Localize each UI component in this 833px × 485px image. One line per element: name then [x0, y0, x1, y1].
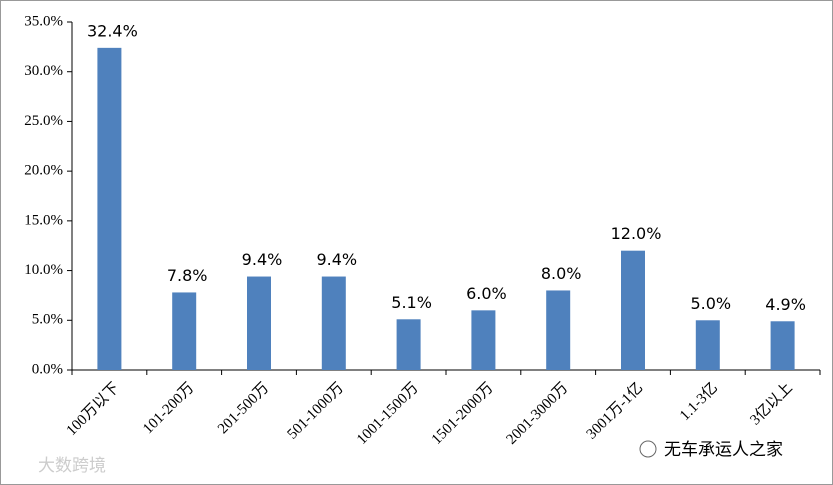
y-tick-label: 30.0%: [24, 63, 63, 79]
value-label: 8.0%: [541, 264, 582, 283]
wechat-icon: [639, 440, 657, 458]
value-label: 6.0%: [466, 284, 507, 303]
value-label: 12.0%: [611, 224, 662, 243]
bar: [97, 47, 122, 370]
y-tick-label: 35.0%: [24, 13, 63, 29]
y-tick-label: 25.0%: [24, 113, 63, 129]
value-label: 9.4%: [242, 250, 283, 269]
value-label: 5.1%: [391, 293, 432, 312]
y-tick-label: 15.0%: [24, 212, 63, 228]
bar: [546, 290, 571, 370]
value-label: 4.9%: [765, 295, 806, 314]
bar: [471, 310, 496, 370]
bar: [770, 321, 795, 370]
y-tick-label: 20.0%: [24, 163, 63, 179]
bar: [396, 319, 421, 370]
value-label: 9.4%: [316, 250, 357, 269]
y-tick-label: 5.0%: [32, 312, 63, 328]
y-tick-label: 0.0%: [32, 361, 63, 377]
value-label: 5.0%: [690, 294, 731, 313]
value-label: 7.8%: [167, 266, 208, 285]
bar: [621, 250, 645, 370]
value-label: 32.4%: [87, 21, 138, 40]
watermark: 无车承运人之家: [664, 440, 783, 460]
watermark: 大数跨境: [38, 456, 106, 476]
bar: [695, 320, 720, 370]
bar: [172, 292, 197, 370]
bar: [321, 276, 346, 370]
y-tick-label: 10.0%: [24, 262, 63, 278]
bar: [247, 276, 271, 370]
